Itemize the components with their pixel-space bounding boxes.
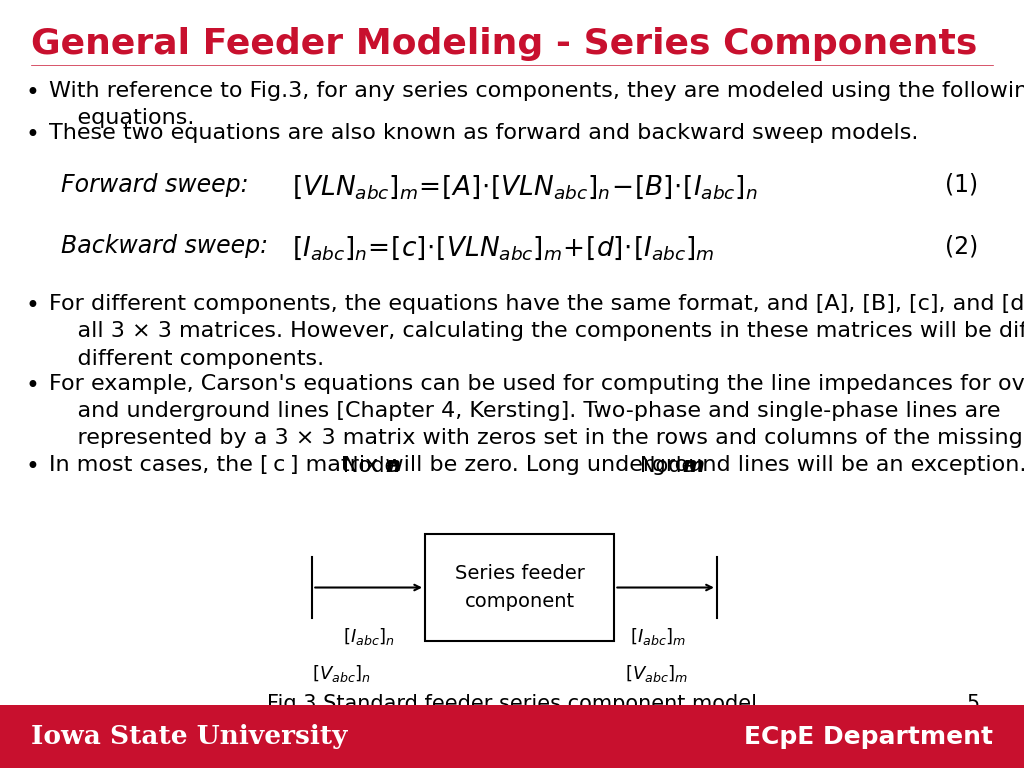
Text: With reference to Fig.3, for any series components, they are modeled using the f: With reference to Fig.3, for any series … [49, 81, 1024, 127]
Text: Fig.3 Standard feeder series component model: Fig.3 Standard feeder series component m… [267, 694, 757, 713]
Text: General Feeder Modeling - Series Components: General Feeder Modeling - Series Compone… [31, 27, 977, 61]
Text: •: • [26, 81, 40, 104]
Text: Backward sweep:: Backward sweep: [61, 234, 268, 258]
Text: $[I_{abc}]_n$: $[I_{abc}]_n$ [343, 626, 395, 647]
Text: n: n [385, 456, 400, 476]
Text: (1): (1) [945, 173, 978, 197]
Text: (2): (2) [945, 234, 978, 258]
Text: 5: 5 [967, 694, 979, 713]
Bar [0, 705, 1024, 768]
Text: $[V_{abc}]_m$: $[V_{abc}]_m$ [625, 663, 688, 684]
Text: For different components, the equations have the same format, and [A], [B], [c],: For different components, the equations … [49, 294, 1024, 369]
Bar [425, 534, 614, 641]
Text: $[I_{abc}]_m$: $[I_{abc}]_m$ [630, 626, 686, 647]
Text: Iowa State University: Iowa State University [31, 724, 347, 749]
Text: •: • [26, 294, 40, 318]
Text: Node: Node [343, 456, 404, 476]
Text: •: • [26, 455, 40, 478]
Text: component: component [465, 592, 574, 611]
Text: Forward sweep:: Forward sweep: [61, 173, 249, 197]
Text: $[I_{abc}]_n\!=\![c]\!\cdot\![VLN_{abc}]_m\!+\![d]\!\cdot\![I_{abc}]_m$: $[I_{abc}]_n\!=\![c]\!\cdot\![VLN_{abc}]… [292, 234, 715, 262]
Text: $[V_{abc}]_n$: $[V_{abc}]_n$ [312, 663, 371, 684]
Text: $[VLN_{abc}]_m\!=\![A]\!\cdot\![VLN_{abc}]_n\!-\![B]\!\cdot\![I_{abc}]_n$: $[VLN_{abc}]_m\!=\![A]\!\cdot\![VLN_{abc… [292, 173, 758, 200]
Text: m: m [682, 456, 703, 476]
Text: In most cases, the [ c ] matrix will be zero. Long underground lines will be an : In most cases, the [ c ] matrix will be … [49, 455, 1024, 475]
Text: •: • [26, 123, 40, 147]
Text: Node: Node [640, 456, 701, 476]
Text: For example, Carson's equations can be used for computing the line impedances fo: For example, Carson's equations can be u… [49, 374, 1024, 449]
Text: Series feeder: Series feeder [455, 564, 585, 583]
Text: •: • [26, 374, 40, 398]
Text: These two equations are also known as forward and backward sweep models.: These two equations are also known as fo… [49, 123, 919, 143]
Text: ECpE Department: ECpE Department [744, 724, 993, 749]
